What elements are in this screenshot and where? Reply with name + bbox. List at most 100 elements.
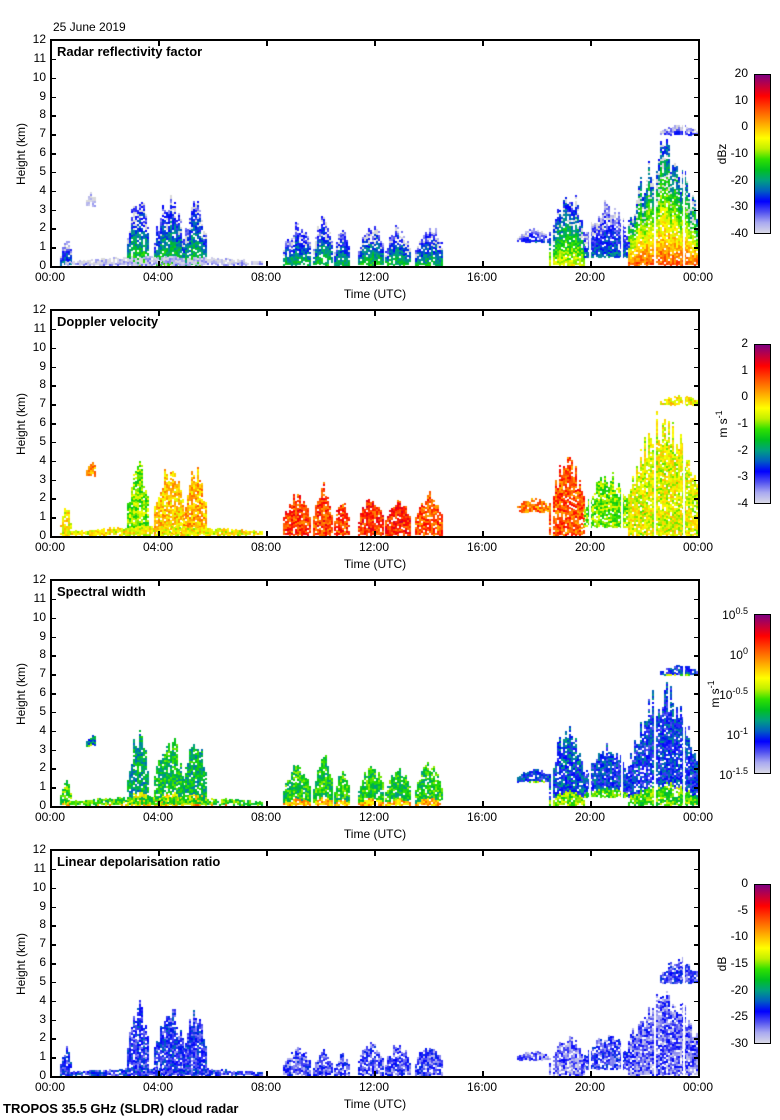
x-axis-label: Time (UTC) bbox=[343, 1097, 407, 1111]
y-tick-label: 8 bbox=[39, 107, 46, 122]
y-tick-mark bbox=[50, 768, 56, 770]
x-tick-label: 12:00 bbox=[358, 810, 390, 824]
x-axis-label: Time (UTC) bbox=[343, 827, 407, 841]
colorbar-tick-label: 20 bbox=[734, 66, 748, 80]
y-tick-label: 11 bbox=[33, 50, 46, 65]
colorbar-unit-text: dB bbox=[715, 956, 729, 972]
x-tick-mark-top bbox=[374, 310, 376, 316]
y-tick-mark-right bbox=[694, 981, 700, 984]
y-tick-label: 3 bbox=[39, 471, 46, 486]
y-tick-mark bbox=[50, 209, 56, 211]
x-tick-mark-top bbox=[590, 850, 592, 856]
colorbar-tick-label: 10-1.5 bbox=[719, 766, 748, 782]
y-tick-label: 2 bbox=[39, 220, 46, 235]
x-tick-mark-top bbox=[266, 310, 268, 316]
y-tick-label: 6 bbox=[39, 685, 46, 699]
y-tick-label: 3 bbox=[39, 741, 46, 756]
y-tick-mark-right bbox=[694, 655, 700, 657]
y-tick-mark bbox=[50, 347, 56, 350]
y-tick-label: 0 bbox=[39, 1068, 46, 1082]
y-tick-mark bbox=[50, 498, 56, 500]
y-tick-mark bbox=[50, 96, 56, 98]
x-tick-label: 04:00 bbox=[142, 810, 174, 824]
y-tick-mark-right bbox=[694, 749, 700, 751]
colorbar-unit-text: dBz bbox=[715, 143, 729, 165]
chart-panel: Radar reflectivity factor Height (km) 0 1 2 3… bbox=[0, 32, 780, 309]
y-tick-label: 12 bbox=[32, 302, 46, 316]
y-tick-mark bbox=[50, 868, 56, 871]
colorbar-tick-label: 0 bbox=[741, 389, 748, 404]
colorbar bbox=[754, 614, 771, 774]
y-tick-mark bbox=[50, 636, 56, 638]
y-tick-label: 1 bbox=[39, 1049, 46, 1064]
x-tick-mark-top bbox=[374, 40, 376, 46]
y-tick-label: 0 bbox=[39, 798, 46, 812]
y-tick-mark bbox=[50, 674, 56, 676]
y-tick-mark-right bbox=[694, 96, 700, 98]
colorbar-tick-label: -10 bbox=[730, 929, 748, 944]
x-tick-mark bbox=[374, 531, 376, 537]
y-tick-mark bbox=[50, 1019, 56, 1021]
y-tick-mark bbox=[50, 749, 56, 751]
x-tick-mark-top bbox=[266, 850, 268, 856]
y-tick-mark-right bbox=[694, 441, 700, 444]
colorbar-tick-label: -3 bbox=[737, 469, 748, 484]
y-tick-mark-right bbox=[694, 768, 700, 770]
x-tick-label: 20:00 bbox=[574, 810, 606, 824]
x-tick-label: 00:00 bbox=[34, 270, 66, 284]
colorbar-tick-label: 1 bbox=[741, 362, 748, 377]
plot-area bbox=[50, 849, 700, 1078]
y-tick-mark bbox=[50, 134, 56, 136]
y-tick-mark bbox=[50, 1038, 56, 1040]
y-tick-mark bbox=[50, 441, 56, 444]
colorbar-tick-label: -4 bbox=[737, 496, 748, 510]
x-tick-label: 08:00 bbox=[250, 540, 282, 554]
x-tick-mark bbox=[266, 801, 268, 807]
y-tick-label: 10 bbox=[32, 339, 46, 354]
x-tick-label: 00:00 bbox=[34, 540, 66, 554]
date-label: 25 June 2019 bbox=[53, 20, 126, 34]
y-tick-mark bbox=[50, 944, 56, 946]
y-tick-mark-right bbox=[694, 636, 700, 638]
colorbar-tick-label: -20 bbox=[730, 982, 748, 997]
y-tick-mark-right bbox=[694, 925, 700, 927]
y-tick-label: 3 bbox=[39, 1011, 46, 1026]
y-tick-mark-right bbox=[694, 115, 700, 117]
y-tick-label: 12 bbox=[32, 572, 46, 586]
panel-title: Radar reflectivity factor bbox=[57, 44, 203, 59]
y-tick-label: 9 bbox=[39, 898, 46, 913]
plot-area bbox=[50, 579, 700, 808]
x-tick-label: 12:00 bbox=[358, 1080, 390, 1094]
y-tick-label: 5 bbox=[39, 433, 46, 448]
x-tick-label: 08:00 bbox=[250, 1080, 282, 1094]
y-tick-mark-right bbox=[694, 190, 700, 193]
x-axis-label: Time (UTC) bbox=[343, 287, 407, 301]
y-tick-label: 9 bbox=[39, 628, 46, 643]
x-tick-mark bbox=[158, 261, 160, 267]
y-tick-mark bbox=[50, 730, 56, 733]
colorbar-tick-label: -30 bbox=[730, 199, 748, 214]
heatmap-canvas bbox=[52, 851, 698, 1076]
y-tick-mark-right bbox=[694, 598, 700, 601]
y-tick-mark bbox=[50, 1057, 56, 1059]
y-tick-mark bbox=[50, 887, 56, 890]
y-tick-mark-right bbox=[694, 693, 700, 695]
y-tick-mark bbox=[50, 247, 56, 249]
y-tick-mark-right bbox=[694, 711, 700, 714]
y-tick-mark bbox=[50, 404, 56, 406]
y-tick-mark bbox=[50, 228, 56, 230]
y-tick-mark-right bbox=[694, 498, 700, 500]
x-tick-label: 16:00 bbox=[466, 810, 498, 824]
y-tick-label: 6 bbox=[39, 145, 46, 159]
colorbar bbox=[754, 74, 771, 234]
y-tick-label: 1 bbox=[39, 509, 46, 524]
y-tick-mark-right bbox=[694, 385, 700, 387]
x-tick-label: 08:00 bbox=[250, 810, 282, 824]
plot-area bbox=[50, 39, 700, 268]
panel-title: Doppler velocity bbox=[57, 314, 159, 329]
x-tick-label: 00:00 bbox=[682, 540, 714, 554]
y-tick-mark bbox=[50, 77, 56, 80]
y-tick-mark-right bbox=[694, 617, 700, 620]
colorbar-unit-label: m s-1 bbox=[714, 344, 730, 504]
y-tick-mark bbox=[50, 981, 56, 984]
